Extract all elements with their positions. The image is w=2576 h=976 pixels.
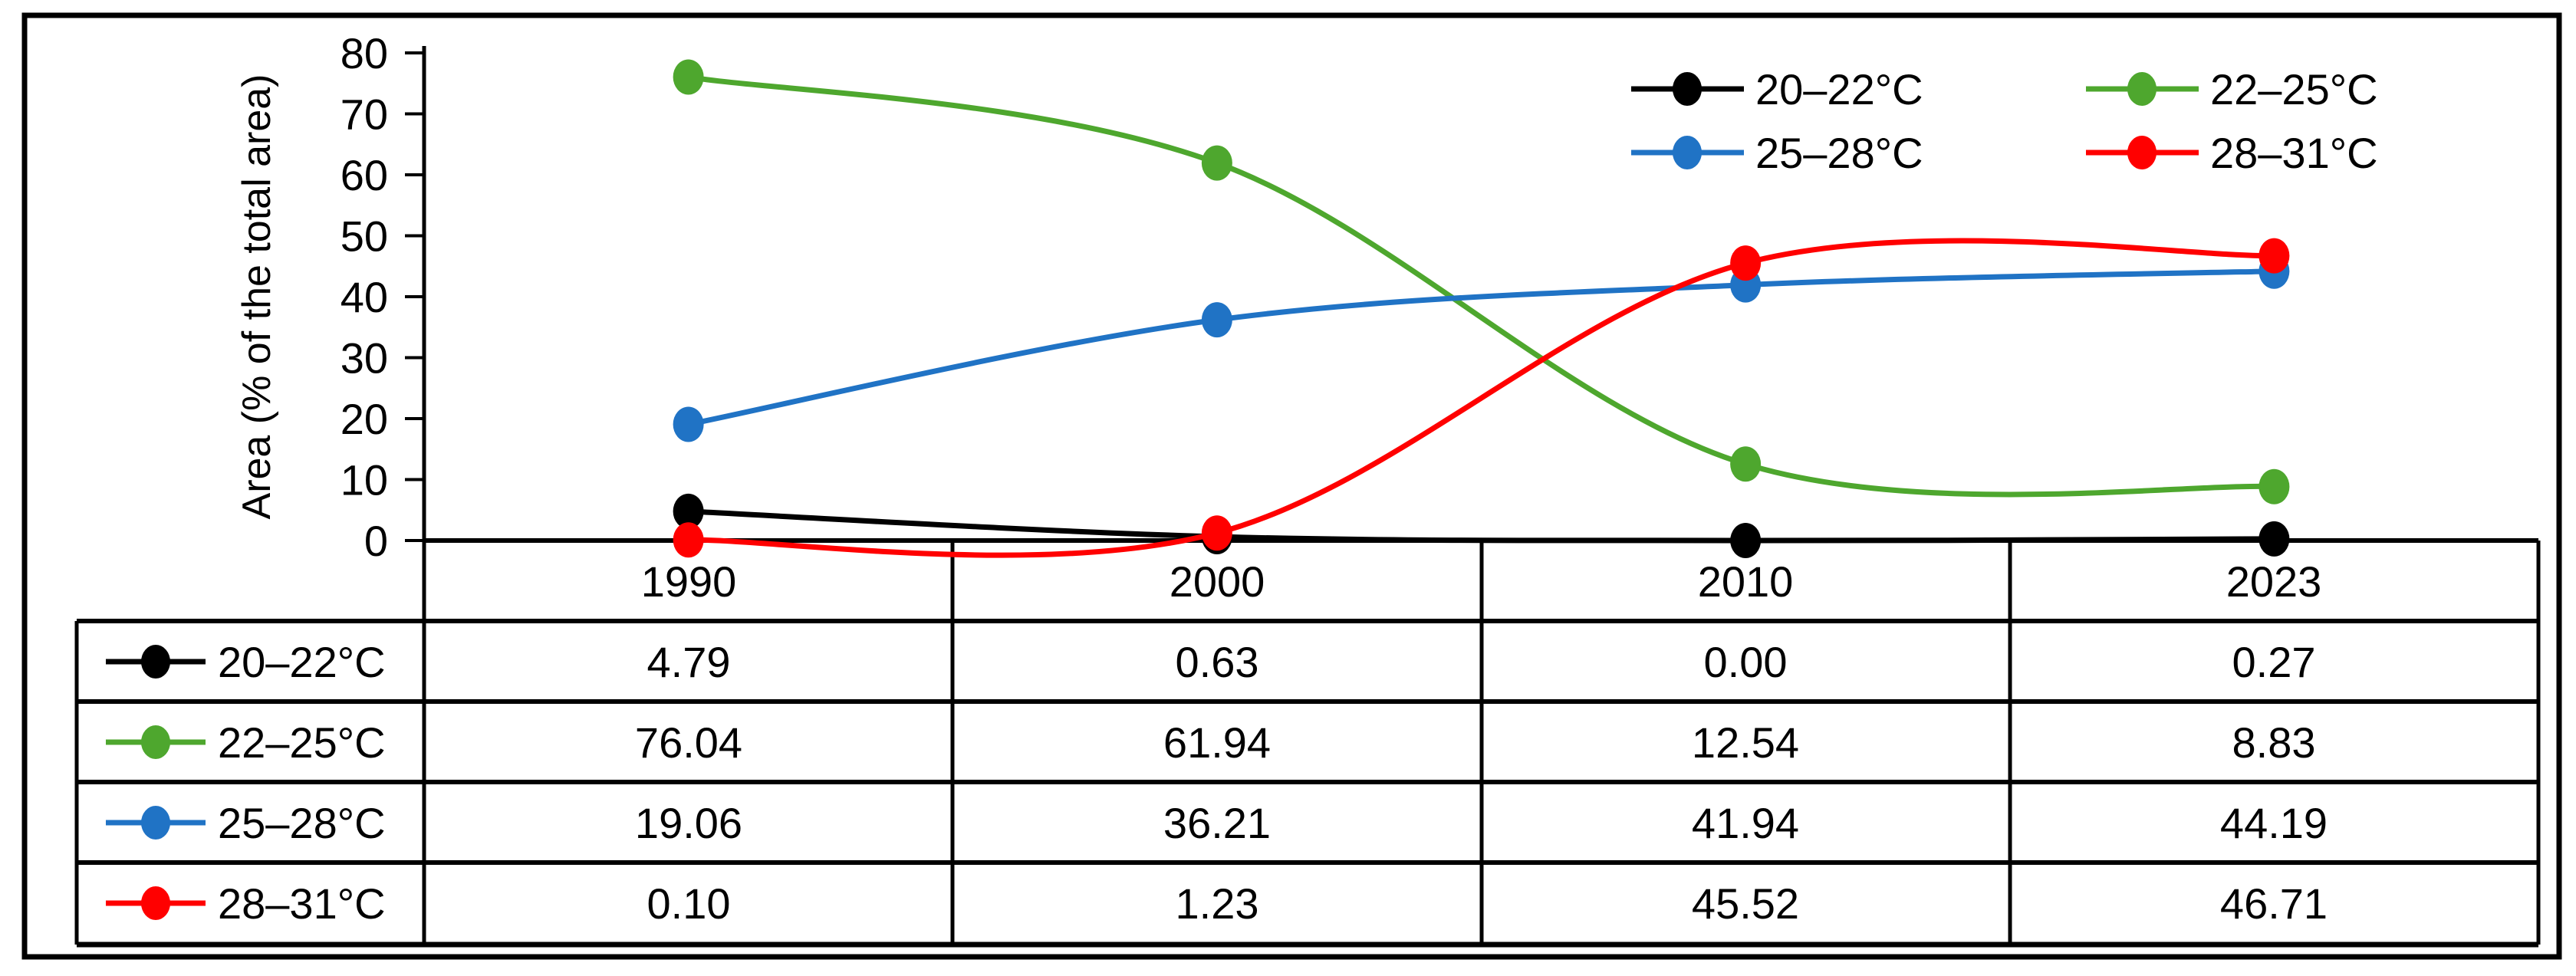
legend-item-label: 25–28°C: [1755, 129, 1923, 177]
y-axis-title: Area (% of the total area): [235, 74, 279, 520]
legend-marker-icon: [2086, 136, 2199, 169]
y-tick-label: 20: [341, 395, 388, 443]
row-key-icon: [106, 886, 206, 920]
y-tick-label: 30: [341, 334, 388, 383]
legend-item-label: 28–31°C: [2210, 129, 2378, 177]
table-value-cell: 19.06: [635, 799, 742, 847]
legend-marker-icon: [1631, 136, 1744, 169]
data-point-marker: [2259, 468, 2290, 504]
series-row-label: 20–22°C: [218, 638, 386, 686]
series-line-0: [688, 508, 2275, 544]
data-point-marker: [1730, 446, 1762, 482]
table-row: 28–31°C 0.10 1.23 45.52 46.71: [106, 879, 2328, 928]
table-row: 20–22°C 4.79 0.63 0.00 0.27: [106, 638, 2316, 686]
legend-item: 25–28°C: [1631, 129, 1923, 177]
series-line-2: [687, 268, 2275, 427]
legend-marker-icon: [2086, 72, 2199, 106]
legend-item: 20–22°C: [1631, 65, 1923, 113]
table-value-cell: 0.10: [647, 879, 731, 928]
y-tick-label: 0: [364, 517, 388, 565]
x-axis-header-row: 1990 2000 2010 2023: [641, 557, 2322, 606]
table-value-cell: 12.54: [1692, 718, 1799, 767]
table-value-cell: 41.94: [1692, 799, 1799, 847]
table-value-cell: 0.00: [1704, 638, 1788, 686]
data-point-marker: [673, 493, 704, 529]
table-value-cell: 1.23: [1176, 879, 1259, 928]
table-row: 25–28°C 19.06 36.21 41.94 44.19: [106, 799, 2328, 847]
legend-marker-icon: [1631, 72, 1744, 106]
data-point-marker: [1730, 523, 1762, 558]
y-tick-label: 10: [341, 456, 388, 504]
series-lines-layer: [673, 59, 2290, 558]
data-point-marker: [1730, 245, 1762, 281]
row-key-icon: [106, 725, 206, 759]
table-value-cell: 4.79: [647, 638, 731, 686]
row-key-icon: [106, 645, 206, 679]
data-point-marker: [2259, 238, 2290, 274]
y-tick-label: 80: [341, 29, 388, 77]
data-point-marker: [1201, 515, 1232, 551]
table-value-cell: 0.63: [1176, 638, 1259, 686]
series-row-label: 22–25°C: [218, 718, 386, 767]
legend-item: 28–31°C: [2086, 129, 2378, 177]
series-line-1: [688, 74, 2275, 498]
y-tick-label: 50: [341, 212, 388, 261]
table-value-cell: 44.19: [2220, 799, 2328, 847]
series-row-label: 28–31°C: [218, 879, 386, 928]
legend-item-label: 20–22°C: [1755, 65, 1923, 113]
x-axis-category-label: 2023: [2226, 557, 2322, 606]
table-value-cell: 45.52: [1692, 879, 1799, 928]
legend-item: 22–25°C: [2086, 65, 2378, 113]
figure-border: [21, 12, 2562, 960]
table-value-cell: 0.27: [2232, 638, 2316, 686]
y-axis-ticks: [405, 51, 424, 542]
data-point-marker: [1201, 145, 1232, 181]
table-value-cell: 46.71: [2220, 879, 2328, 928]
table-value-cell: 8.83: [2232, 718, 2316, 767]
data-point-marker: [673, 522, 704, 558]
data-point-marker: [2259, 521, 2290, 557]
data-point-marker: [673, 406, 704, 442]
x-axis-category-label: 1990: [641, 557, 737, 606]
data-table-grid: [74, 538, 2541, 948]
y-tick-label: 60: [341, 151, 388, 199]
y-tick-label: 70: [341, 90, 388, 139]
legend: 20–22°C 22–25°C 25–28°C 28–31°C: [1631, 65, 2378, 177]
legend-item-label: 22–25°C: [2210, 65, 2378, 113]
table-value-cell: 36.21: [1163, 799, 1271, 847]
x-axis-category-label: 2010: [1698, 557, 1794, 606]
y-tick-label: 40: [341, 273, 388, 321]
table-row: 22–25°C 76.04 61.94 12.54 8.83: [106, 718, 2316, 767]
series-row-label: 25–28°C: [218, 799, 386, 847]
data-point-marker: [1201, 302, 1232, 338]
series-line-3: [688, 238, 2275, 558]
x-axis-category-label: 2000: [1170, 557, 1265, 606]
table-value-cell: 61.94: [1163, 718, 1271, 767]
data-point-marker: [673, 59, 704, 95]
row-key-icon: [106, 806, 206, 840]
table-value-cell: 76.04: [635, 718, 742, 767]
